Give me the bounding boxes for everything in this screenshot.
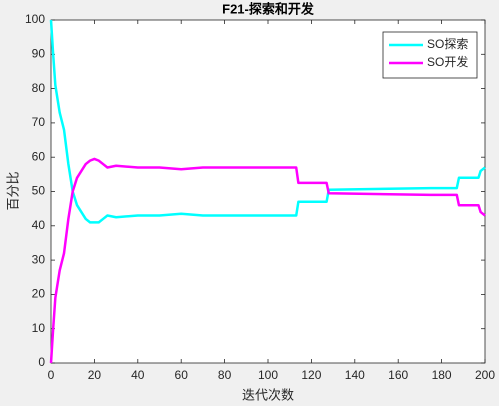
legend-box	[382, 31, 478, 79]
y-tick-label: 50	[32, 184, 46, 198]
x-tick-label: 100	[258, 368, 278, 382]
series-line	[49, 19, 486, 224]
y-tick-label: 70	[32, 115, 46, 129]
x-tick-label: 160	[388, 368, 408, 382]
y-tick-label: 20	[32, 287, 46, 301]
y-axis-label: 百分比	[7, 171, 22, 210]
x-tick-label: 120	[301, 368, 321, 382]
x-tick-label: 80	[218, 368, 232, 382]
chart-title: F21-探索和开发	[222, 1, 315, 16]
x-tick-label: 140	[345, 368, 365, 382]
x-tick-label: 0	[48, 368, 55, 382]
y-tick-label: 30	[32, 252, 46, 266]
x-tick-label: 40	[131, 368, 145, 382]
x-tick-label: 180	[432, 368, 452, 382]
y-tick-label: 100	[25, 12, 45, 26]
y-tick-label: 90	[32, 46, 46, 60]
x-tick-label: 20	[88, 368, 102, 382]
legend-label: SO开发	[427, 54, 468, 69]
legend-label: SO探索	[427, 37, 468, 51]
x-tick-label: 60	[175, 368, 189, 382]
y-tick-label: 40	[32, 218, 46, 232]
y-tick-label: 0	[38, 355, 45, 369]
y-tick-label: 80	[32, 81, 46, 95]
x-axis-label: 迭代次数	[242, 388, 294, 404]
y-tick-label: 60	[32, 149, 46, 163]
x-tick-label: 200	[475, 368, 495, 382]
series-line	[49, 157, 486, 364]
y-tick-label: 10	[32, 321, 46, 335]
